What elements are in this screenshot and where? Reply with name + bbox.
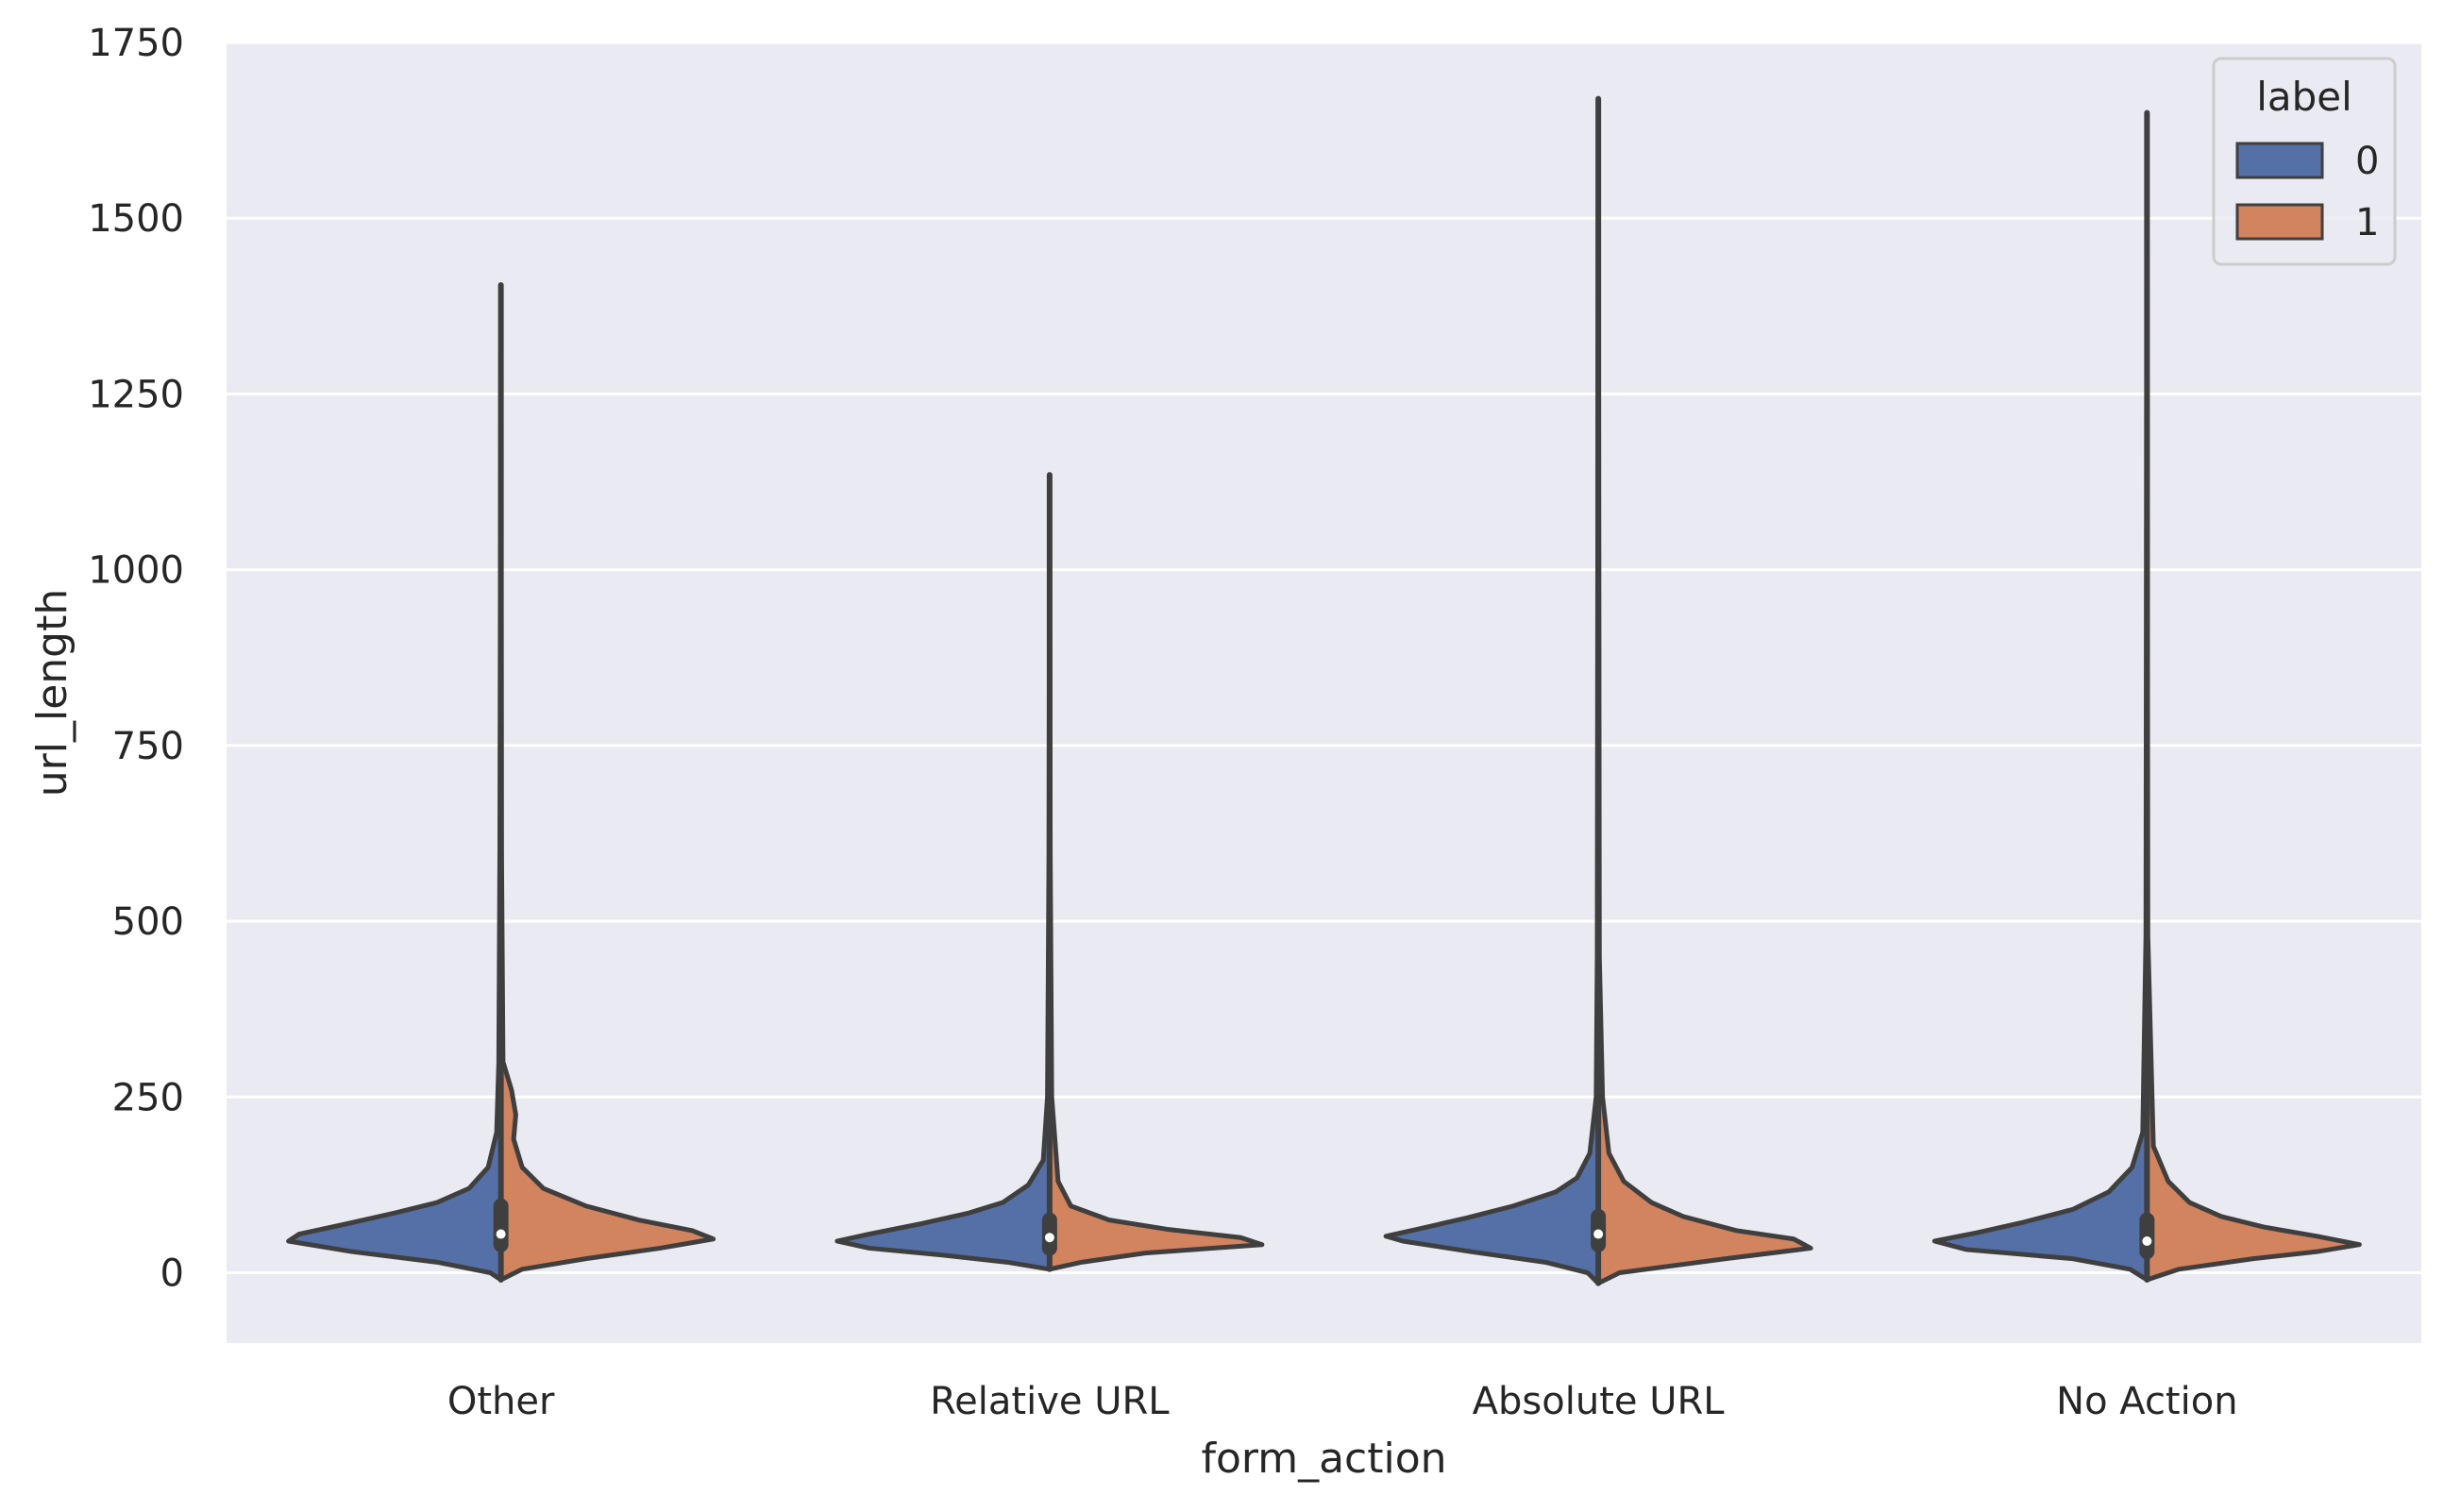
legend-entry-label: 0 [2355, 140, 2379, 183]
legend-swatch [2235, 142, 2324, 179]
x-axis-label: form_action [1201, 1435, 1446, 1483]
x-tick-label: Absolute URL [1473, 1380, 1726, 1423]
violin-median-dot [1044, 1233, 1054, 1243]
legend-title: label [2256, 74, 2352, 120]
y-tick-label: 1000 [88, 549, 184, 593]
violin-median-dot [496, 1229, 506, 1239]
y-tick-label: 750 [112, 725, 184, 768]
y-tick-label: 1500 [88, 197, 184, 241]
gridlines [227, 41, 2421, 1275]
x-tick-label: Relative URL [930, 1380, 1170, 1423]
y-tick-label: 1250 [88, 373, 184, 416]
y-axis-ticks: 0 250 500 750 1000 1250 1500 1750 [88, 22, 184, 1296]
legend-entry-label: 1 [2355, 201, 2379, 244]
y-tick-label: 250 [112, 1076, 184, 1119]
legend: label 0 1 [2212, 57, 2397, 266]
violin-median-dot [2142, 1235, 2152, 1246]
legend-swatch [2235, 203, 2324, 241]
x-tick-label: Other [447, 1380, 555, 1423]
y-axis-label: url_length [28, 589, 76, 797]
y-tick-label: 0 [160, 1252, 184, 1296]
x-axis-ticks: Other Relative URL Absolute URL No Action [447, 1380, 2238, 1423]
violin-group [286, 95, 2362, 1286]
plot-area [227, 42, 2421, 1343]
violin-median-dot [1593, 1229, 1604, 1239]
y-tick-label: 1750 [88, 22, 184, 65]
x-tick-label: No Action [2056, 1380, 2237, 1423]
y-tick-label: 500 [112, 900, 184, 944]
